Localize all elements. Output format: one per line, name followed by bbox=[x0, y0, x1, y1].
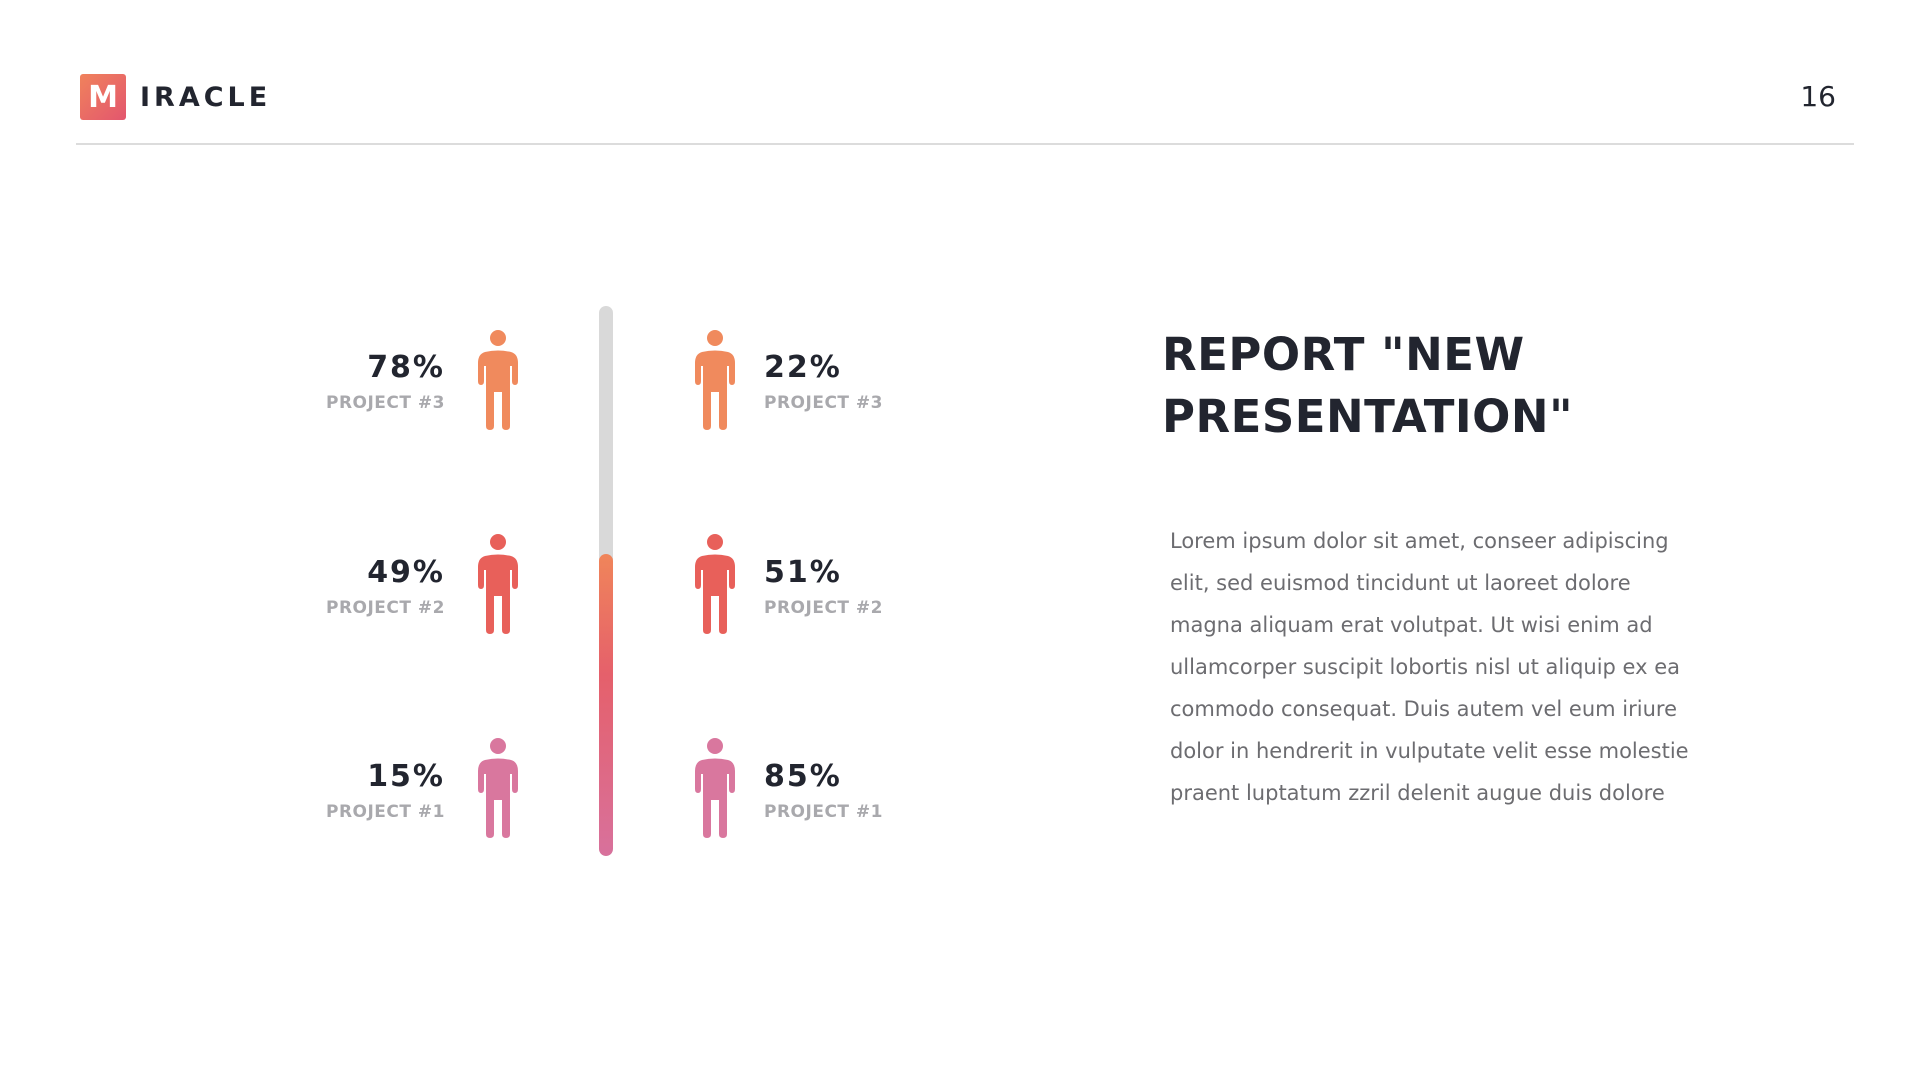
stat-label: PROJECT #3 bbox=[764, 393, 884, 413]
logo: M IRACLE bbox=[80, 74, 271, 120]
stat-label: PROJECT #1 bbox=[764, 802, 884, 822]
person-icon bbox=[477, 534, 519, 634]
logo-mark: M bbox=[80, 74, 126, 120]
right-stat-3: 85% PROJECT #1 bbox=[764, 759, 1024, 822]
stat-label: PROJECT #3 bbox=[325, 393, 445, 413]
report-title-line-2: PRESENTATION" bbox=[1162, 390, 1574, 443]
progress-fill bbox=[599, 553, 613, 856]
stat-value: 22% bbox=[764, 350, 842, 385]
person-icon bbox=[694, 534, 736, 634]
report-title: REPORT "NEW PRESENTATION" bbox=[1162, 324, 1682, 448]
stat-label: PROJECT #2 bbox=[764, 598, 884, 618]
header-divider bbox=[76, 143, 1854, 145]
stat-value: 51% bbox=[764, 555, 842, 590]
page-number: 16 bbox=[1800, 80, 1836, 113]
right-stat-2: 51% PROJECT #2 bbox=[764, 555, 1024, 618]
stat-value: 78% bbox=[367, 350, 445, 385]
stat-label: PROJECT #1 bbox=[325, 802, 445, 822]
stat-value: 49% bbox=[367, 555, 445, 590]
stat-label: PROJECT #2 bbox=[325, 598, 445, 618]
report-title-line-1: REPORT "NEW bbox=[1162, 328, 1525, 381]
person-icon bbox=[477, 330, 519, 430]
person-icon bbox=[477, 738, 519, 838]
right-stat-1: 22% PROJECT #3 bbox=[764, 350, 1024, 413]
report-body: Lorem ipsum dolor sit amet, conseer adip… bbox=[1170, 529, 1689, 805]
left-stat-1: 78% PROJECT #3 bbox=[185, 350, 445, 413]
person-icon bbox=[694, 738, 736, 838]
left-stat-3: 15% PROJECT #1 bbox=[185, 759, 445, 822]
stat-value: 85% bbox=[764, 759, 842, 794]
progress-track bbox=[599, 306, 613, 856]
person-icon bbox=[694, 330, 736, 430]
left-stat-2: 49% PROJECT #2 bbox=[185, 555, 445, 618]
logo-text: IRACLE bbox=[140, 81, 272, 113]
stat-value: 15% bbox=[367, 759, 445, 794]
